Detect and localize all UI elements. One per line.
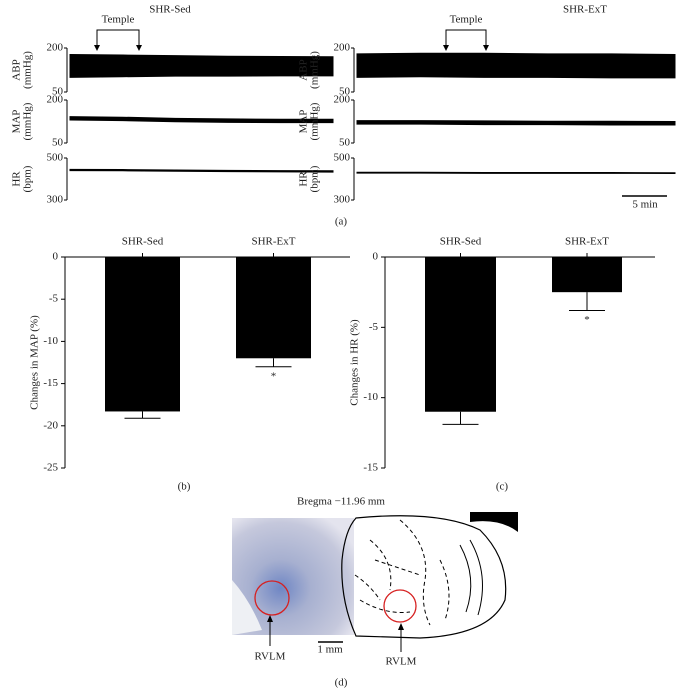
arrowhead bbox=[443, 45, 449, 51]
y-axis-label: ABP bbox=[11, 59, 23, 80]
y-tick-label: 200 bbox=[334, 94, 351, 106]
arrowhead bbox=[398, 623, 404, 630]
scale-label: 5 min bbox=[632, 199, 658, 211]
x-tick-label: SHR-Sed bbox=[122, 236, 164, 248]
trace bbox=[69, 53, 334, 78]
scale-label: 1 mm bbox=[317, 644, 343, 656]
atlas-tracts bbox=[459, 539, 483, 616]
bar bbox=[236, 257, 311, 359]
y-axis-label: (bpm) bbox=[309, 165, 321, 192]
y-tick-label: 50 bbox=[339, 86, 351, 98]
trace bbox=[69, 116, 334, 124]
y-axis-label: (bpm) bbox=[22, 165, 34, 192]
tissue-edge bbox=[232, 580, 262, 635]
marker-label: RVLM bbox=[386, 656, 417, 668]
x-tick-label: SHR-ExT bbox=[252, 236, 296, 248]
y-axis-label: (mmHg) bbox=[22, 51, 34, 89]
section-title: Bregma −11.96 mm bbox=[297, 496, 385, 508]
rvlm-circle bbox=[254, 580, 290, 616]
y-tick-label: 300 bbox=[47, 194, 64, 206]
trace bbox=[69, 168, 334, 173]
arrowhead bbox=[94, 45, 100, 51]
y-axis-label: MAP bbox=[298, 110, 310, 134]
y-tick-label: 200 bbox=[47, 94, 64, 106]
x-tick-label: SHR-ExT bbox=[565, 236, 609, 248]
y-axis-label: ABP bbox=[298, 59, 310, 80]
significance: * bbox=[271, 370, 277, 382]
y-tick-label: -15 bbox=[43, 377, 58, 389]
y-tick-label: -5 bbox=[369, 321, 379, 333]
arrowhead bbox=[136, 45, 142, 51]
significance: * bbox=[584, 314, 590, 326]
y-axis-label: (mmHg) bbox=[309, 102, 321, 140]
trace bbox=[356, 52, 676, 79]
y-tick-label: -20 bbox=[43, 419, 58, 431]
y-tick-label: 300 bbox=[334, 194, 351, 206]
y-tick-label: 500 bbox=[334, 152, 351, 164]
marker-label: RVLM bbox=[255, 651, 286, 663]
y-axis-label: (mmHg) bbox=[22, 102, 34, 140]
y-axis-label: HR bbox=[298, 171, 310, 187]
y-tick-label: 200 bbox=[47, 42, 64, 54]
atlas-regions bbox=[354, 519, 450, 626]
histology bbox=[232, 512, 518, 652]
y-tick-label: -25 bbox=[43, 462, 58, 474]
annotation-bracket bbox=[445, 29, 487, 50]
y-tick-label: -5 bbox=[49, 293, 59, 305]
y-tick-label: 200 bbox=[334, 42, 351, 54]
panel-label: (c) bbox=[496, 481, 509, 493]
annotation: Temple bbox=[450, 14, 483, 26]
y-tick-label: 0 bbox=[53, 251, 59, 263]
arrowhead bbox=[267, 615, 273, 622]
y-tick-label: -10 bbox=[43, 335, 58, 347]
trace bbox=[356, 171, 676, 175]
bar bbox=[552, 257, 622, 293]
y-axis-label: Changes in HR (%) bbox=[349, 319, 361, 406]
y-tick-label: -10 bbox=[363, 391, 378, 403]
panel-label: (d) bbox=[335, 677, 348, 689]
atlas-fill bbox=[470, 512, 518, 532]
chart-title: SHR-ExT bbox=[563, 4, 607, 16]
y-tick-label: -15 bbox=[363, 462, 378, 474]
atlas-outline bbox=[341, 515, 507, 639]
arrowhead bbox=[483, 45, 489, 51]
x-tick-label: SHR-Sed bbox=[440, 236, 482, 248]
annotation: Temple bbox=[102, 14, 135, 26]
rvlm-circle bbox=[383, 589, 417, 623]
y-axis-label: MAP bbox=[11, 110, 23, 134]
y-axis-label: (mmHg) bbox=[309, 51, 321, 89]
y-tick-label: 50 bbox=[339, 137, 351, 149]
y-axis-label: HR bbox=[11, 171, 23, 187]
panel-label: (a) bbox=[335, 216, 348, 228]
trace bbox=[356, 120, 676, 126]
bar bbox=[425, 257, 496, 412]
panel-label: (b) bbox=[178, 481, 191, 493]
y-tick-label: 50 bbox=[52, 137, 64, 149]
y-axis-label: Changes in MAP (%) bbox=[29, 315, 41, 410]
chart-title: SHR-Sed bbox=[149, 4, 191, 16]
annotation-bracket bbox=[96, 29, 140, 50]
y-tick-label: 500 bbox=[47, 152, 64, 164]
y-tick-label: 50 bbox=[52, 86, 64, 98]
bar bbox=[105, 257, 180, 412]
y-tick-label: 0 bbox=[373, 251, 379, 263]
